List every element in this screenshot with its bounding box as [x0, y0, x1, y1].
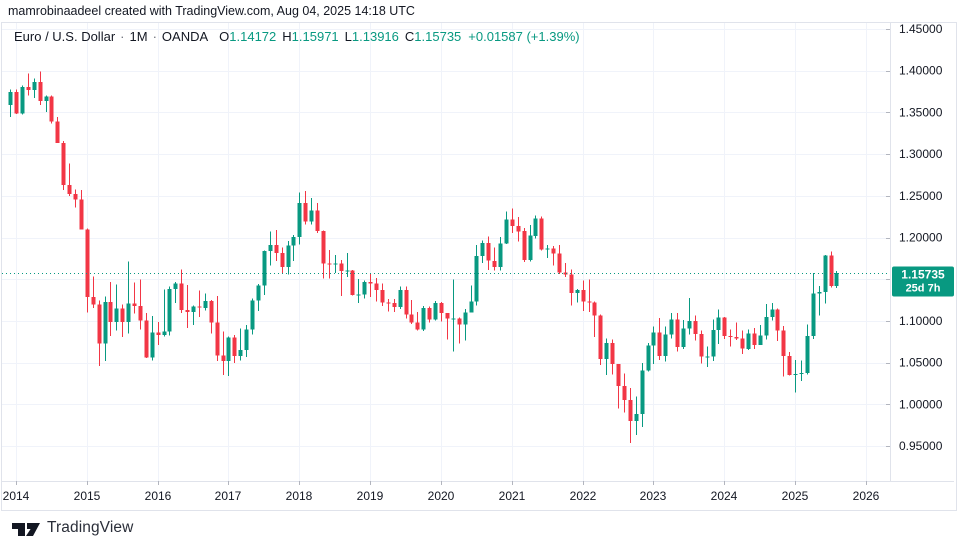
- bar-countdown: 25d 7h: [906, 283, 941, 295]
- tradingview-mark-icon: [12, 522, 40, 536]
- time-tick-label: 2025: [782, 489, 809, 503]
- candles-group: [8, 71, 839, 443]
- ohlc-close: C1.15735: [404, 29, 462, 44]
- last-price-value: 1.15735: [901, 268, 945, 282]
- time-tick-label: 2015: [74, 489, 101, 503]
- legend-separator: ·: [152, 29, 157, 44]
- chart-widget: Euro / U.S. Dollar · 1M · OANDA O1.14172…: [1, 22, 957, 511]
- time-tick-label: 2018: [286, 489, 313, 503]
- price-axis[interactable]: 1.45000 1.40000 1.35000 1.30000 1.25000 1.200…: [899, 22, 943, 453]
- time-tick-label: 2020: [428, 489, 455, 503]
- legend-separator: ·: [120, 29, 125, 44]
- time-tick-label: 2019: [357, 489, 384, 503]
- price-tick-label: 1.20000: [899, 231, 943, 245]
- gridlines: [2, 23, 890, 481]
- time-tick-label: 2026: [853, 489, 880, 503]
- time-tick-label: 2016: [145, 489, 172, 503]
- time-tick-label: 2022: [570, 489, 597, 503]
- price-tick-label: 1.30000: [899, 147, 943, 161]
- time-tick-label: 2021: [499, 489, 526, 503]
- price-tick-label: 0.95000: [899, 439, 943, 453]
- exchange-label[interactable]: OANDA: [161, 29, 209, 44]
- price-chart[interactable]: 1.45000 1.40000 1.35000 1.30000 1.25000 1.200…: [2, 22, 954, 508]
- symbol-title[interactable]: Euro / U.S. Dollar: [14, 29, 116, 44]
- price-tick-label: 1.45000: [899, 23, 943, 36]
- price-tick-label: 1.05000: [899, 356, 943, 370]
- ohlc-open: O1.14172: [219, 29, 277, 44]
- time-tick-label: 2023: [640, 489, 667, 503]
- change-label: +0.01587 (+1.39%): [468, 29, 580, 44]
- price-tick-label: 1.35000: [899, 105, 943, 119]
- axis-lines: [2, 23, 954, 485]
- interval-label[interactable]: 1M: [129, 29, 148, 44]
- time-tick-label: 2014: [3, 489, 30, 503]
- chart-legend: Euro / U.S. Dollar · 1M · OANDA O1.14172…: [14, 29, 580, 44]
- ohlc-low: L1.13916: [344, 29, 399, 44]
- time-tick-label: 2017: [215, 489, 242, 503]
- price-tick-label: 1.10000: [899, 314, 943, 328]
- attribution-bar: mamrobinaadeel created with TradingView.…: [0, 0, 962, 22]
- tradingview-logo[interactable]: TradingView: [12, 516, 133, 540]
- attribution-text: mamrobinaadeel created with TradingView.…: [8, 4, 415, 18]
- ohlc-high: H1.15971: [282, 29, 339, 44]
- price-tick-label: 1.00000: [899, 397, 943, 411]
- price-tick-label: 1.25000: [899, 189, 943, 203]
- time-axis[interactable]: 2014 2015 2016 2017 2018 2019 2020 2021 2022 2023…: [3, 489, 880, 503]
- tradingview-logo-text: TradingView: [47, 519, 134, 536]
- price-tick-label: 1.40000: [899, 64, 943, 78]
- time-tick-label: 2024: [711, 489, 738, 503]
